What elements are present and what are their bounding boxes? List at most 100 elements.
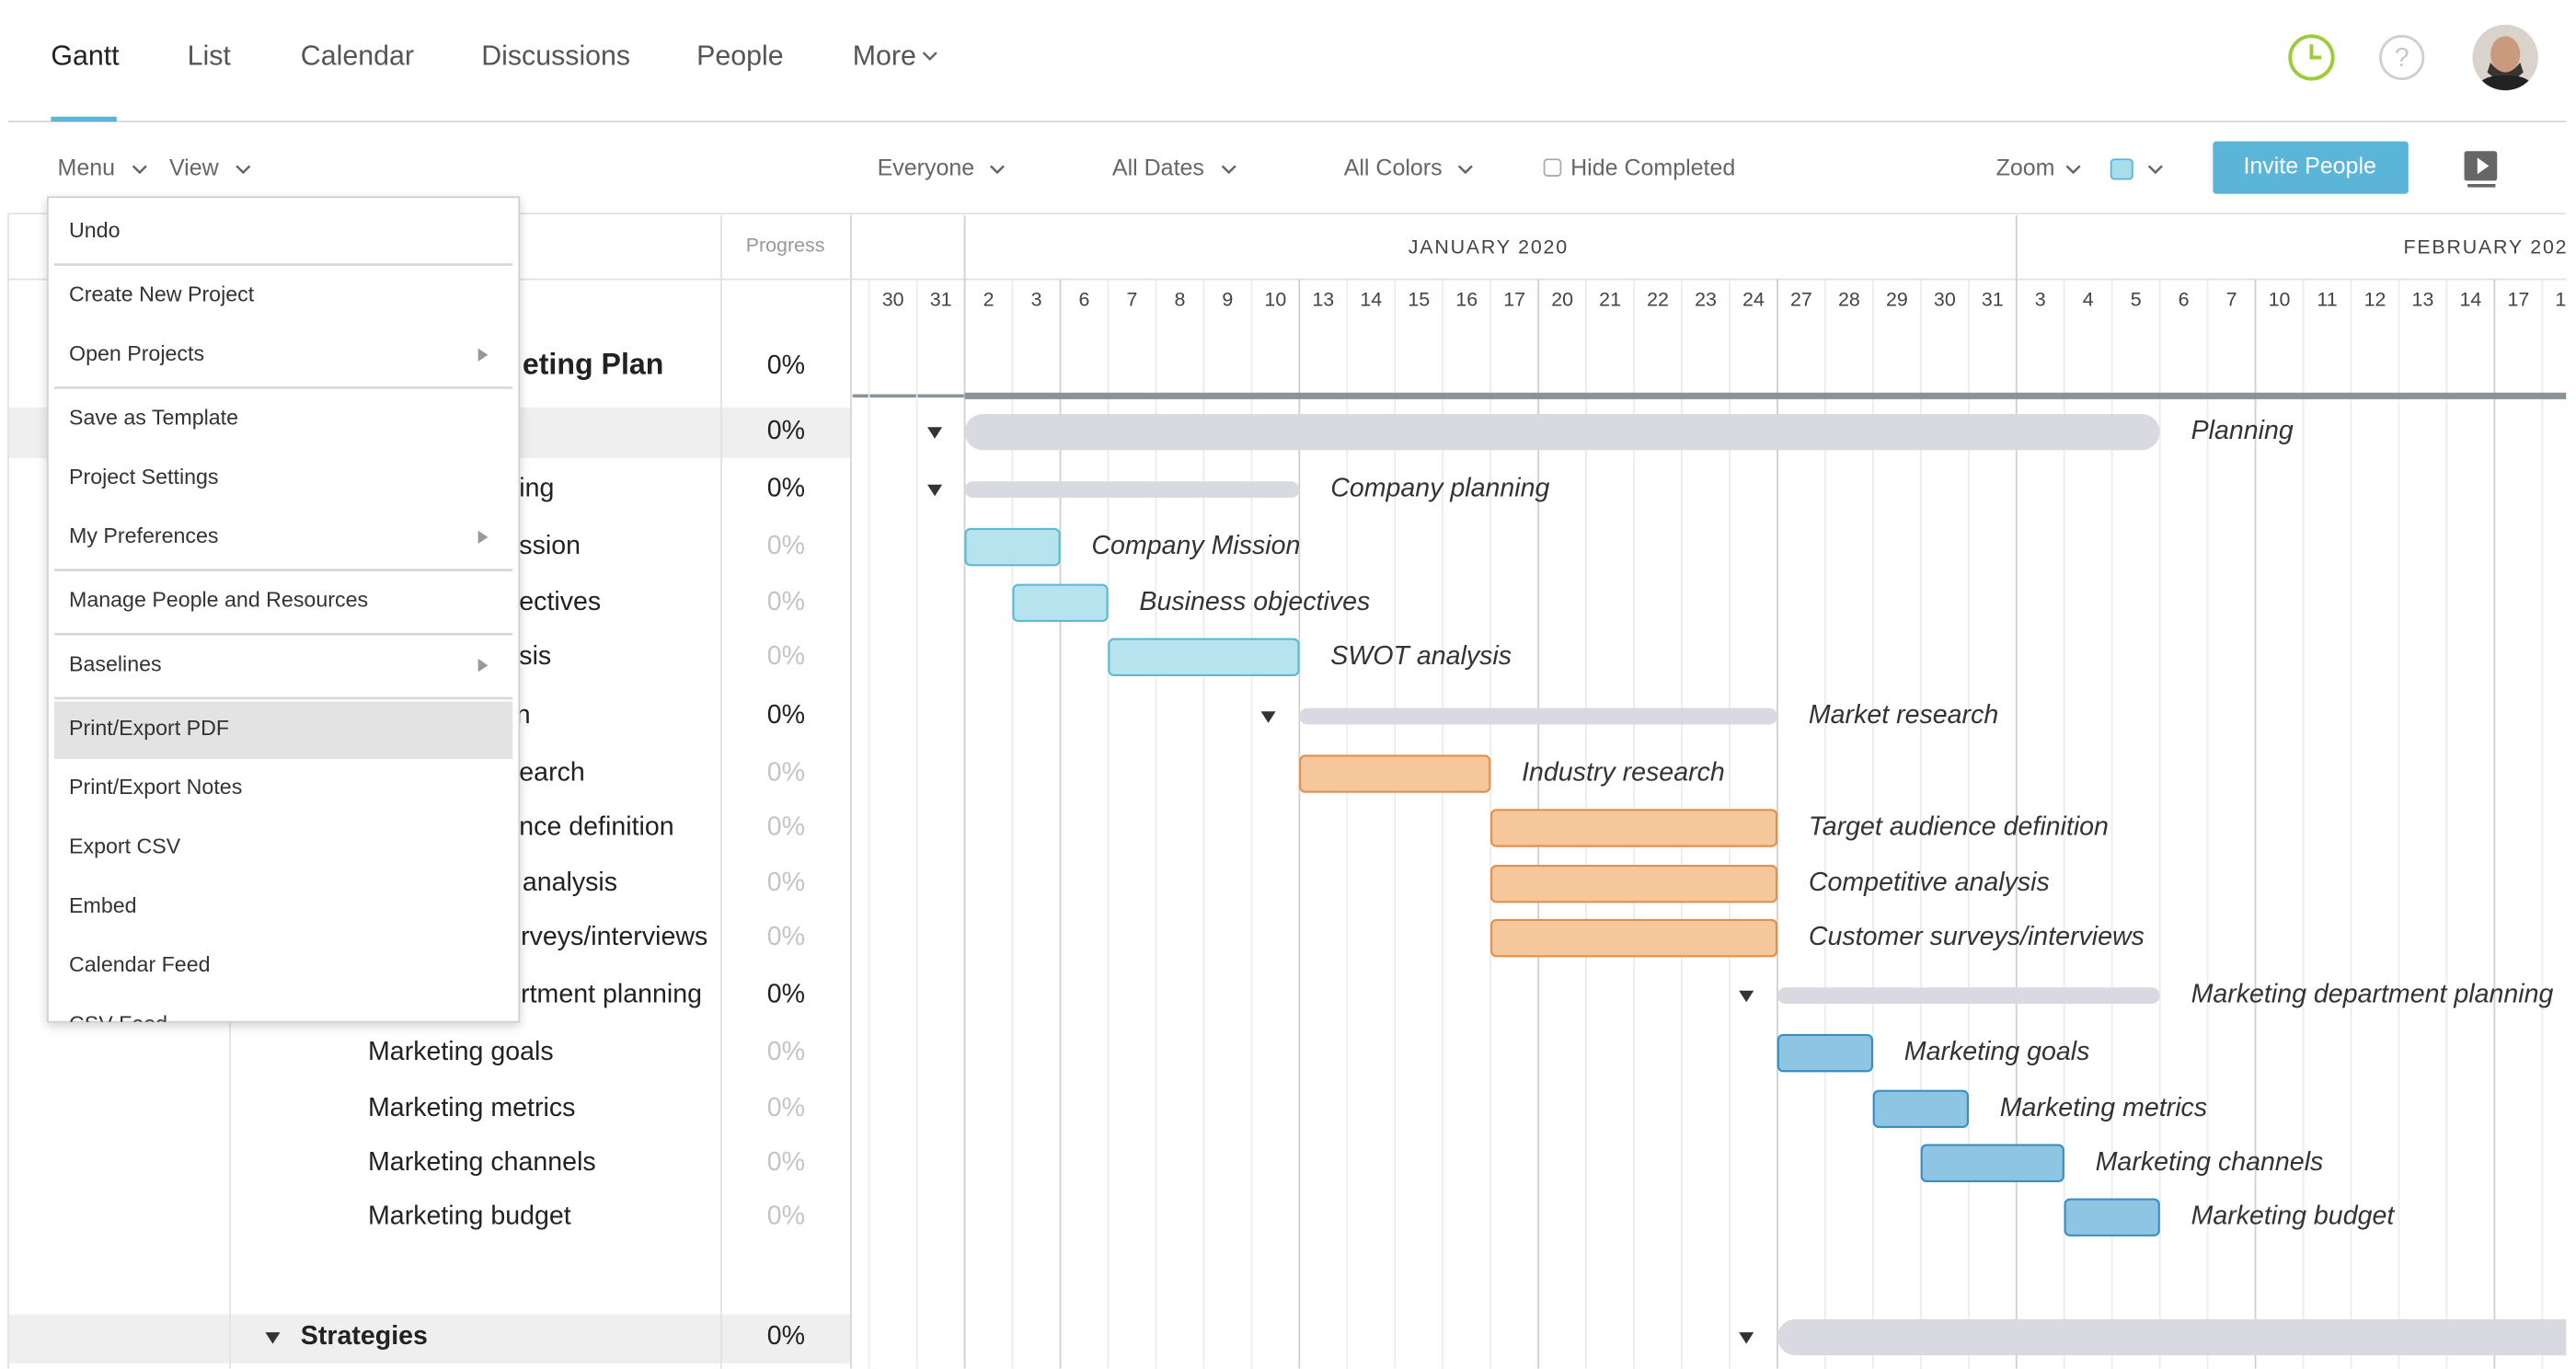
summary-bar[interactable] [964,413,2160,451]
day-label: 18 [2555,288,2576,310]
summary-bar[interactable] [964,481,1300,499]
nav-tab[interactable]: More [853,41,916,72]
invite-button[interactable] [2213,141,2409,194]
task-bar[interactable] [964,527,1061,567]
task-bar[interactable] [1489,864,1778,903]
task-bar[interactable] [1872,1089,1969,1129]
menu-item[interactable]: Save as Template [69,405,238,429]
chevron [236,165,251,175]
collapse-toggle[interactable] [1739,990,1754,1003]
nav-tab[interactable]: List [188,41,232,72]
task-name[interactable]: Marketing budget [368,1202,571,1231]
avatar[interactable] [2472,24,2538,92]
menu-item[interactable]: Export CSV [69,834,181,858]
task-bar[interactable] [1489,809,1778,847]
task-bar[interactable] [1777,1033,1874,1073]
task-progress: 0% [767,416,805,445]
row-highlight [7,1314,852,1364]
collapse-toggle[interactable] [1260,711,1276,723]
day-label: 23 [1695,288,1717,310]
menu-item[interactable]: Open Projects [69,341,204,365]
collapse-toggle[interactable] [265,1332,281,1344]
summary-bar[interactable] [1299,708,1777,725]
bar-label: Company Mission [1091,531,1300,560]
toolbar-zoom[interactable]: Zoom [1996,155,2055,181]
task-progress: 0% [767,868,805,897]
color-swatch[interactable] [2110,158,2133,180]
task-progress: 0% [767,758,805,788]
bar-label: Marketing metrics [2000,1093,2207,1122]
invite-label[interactable]: Invite People [2243,154,2375,179]
task-name[interactable]: earch [519,758,584,788]
task-name[interactable]: eting Plan [523,348,664,381]
help-icon[interactable] [2379,34,2425,81]
day-label: 9 [1222,288,1233,310]
menu-item[interactable]: Manage People and Resources [69,588,368,612]
task-bar[interactable] [1920,1144,2064,1182]
collapse-toggle[interactable] [927,484,943,497]
task-bar[interactable] [1299,754,1491,793]
month-label: JANUARY 2020 [1409,236,1569,258]
nav-tab[interactable]: People [696,41,783,72]
day-label: 30 [882,288,904,310]
task-progress: 0% [767,587,805,616]
task-name[interactable]: analysis [523,868,617,897]
submenu-arrow [477,348,489,362]
day-label: 10 [2269,288,2291,310]
menu-item[interactable]: Project Settings [69,465,219,489]
menu-item[interactable]: Print/Export Notes [69,775,242,799]
menu-item[interactable]: Undo [69,218,120,242]
nav-tab[interactable]: Calendar [301,41,414,72]
task-name[interactable]: rtment planning [521,980,702,1009]
day-label: 2 [983,288,995,310]
menu-item[interactable]: My Preferences [69,523,218,547]
task-name[interactable]: Marketing channels [368,1147,596,1177]
menu-item[interactable]: Embed [69,893,137,917]
summary-bar[interactable] [1777,1318,2576,1356]
presentation-icon[interactable] [2464,151,2498,188]
task-name[interactable]: Marketing metrics [368,1093,575,1122]
menu-item[interactable]: Calendar Feed [69,952,211,976]
task-bar[interactable] [1012,583,1109,623]
task-name[interactable]: Strategies [301,1321,428,1351]
task-name[interactable]: Marketing goals [368,1037,554,1066]
help-glyph: ? [2395,43,2409,73]
task-name[interactable]: sis [519,641,551,671]
nav-tab[interactable]: Discussions [481,41,630,72]
toolbar-hide-completed[interactable]: Hide Completed [1570,155,1735,181]
time-icon[interactable] [2288,34,2335,81]
progress-header: Progress [746,235,825,257]
toolbar-dates[interactable]: All Dates [1112,155,1204,181]
collapse-toggle[interactable] [927,427,943,439]
menu-item[interactable]: Print/Export PDF [69,716,229,740]
task-bar[interactable] [1108,638,1300,676]
task-progress: 0% [767,474,805,503]
top-bar: ? Gantt List Calendar Discussions People More [7,24,2567,123]
task-bar[interactable] [1489,918,1778,958]
summary-bar[interactable] [1777,987,2160,1005]
menu-item[interactable]: Baselines [69,651,162,675]
task-name[interactable]: ectives [519,587,601,616]
toolbar-menu[interactable]: Menu [58,155,116,181]
day-label: 6 [1079,288,1090,310]
menu-item[interactable]: CSV Feed [69,1011,167,1035]
toolbar-view[interactable]: View [169,155,220,181]
task-name[interactable]: rveys/interviews [521,922,707,951]
day-label: 14 [2460,288,2482,310]
task-name[interactable]: nce definition [519,812,673,842]
menu-item[interactable]: Create New Project [69,282,255,306]
checkbox[interactable] [1543,158,1562,177]
toolbar-everyone[interactable]: Everyone [878,155,975,181]
toolbar: Menu View Everyone All Dates All Colors Hide … [7,141,2567,215]
task-progress: 0% [767,700,805,730]
bar-label: Marketing department planning [2191,980,2554,1009]
day-label: 7 [2226,288,2237,310]
task-name[interactable]: ssion [519,531,581,560]
project-bar [964,392,2567,399]
task-bar[interactable] [2064,1198,2160,1237]
collapse-toggle[interactable] [1739,1332,1754,1344]
toolbar-colors[interactable]: All Colors [1344,155,1443,181]
nav-tab[interactable]: Gantt [51,41,120,72]
task-name[interactable]: ing [519,474,554,503]
